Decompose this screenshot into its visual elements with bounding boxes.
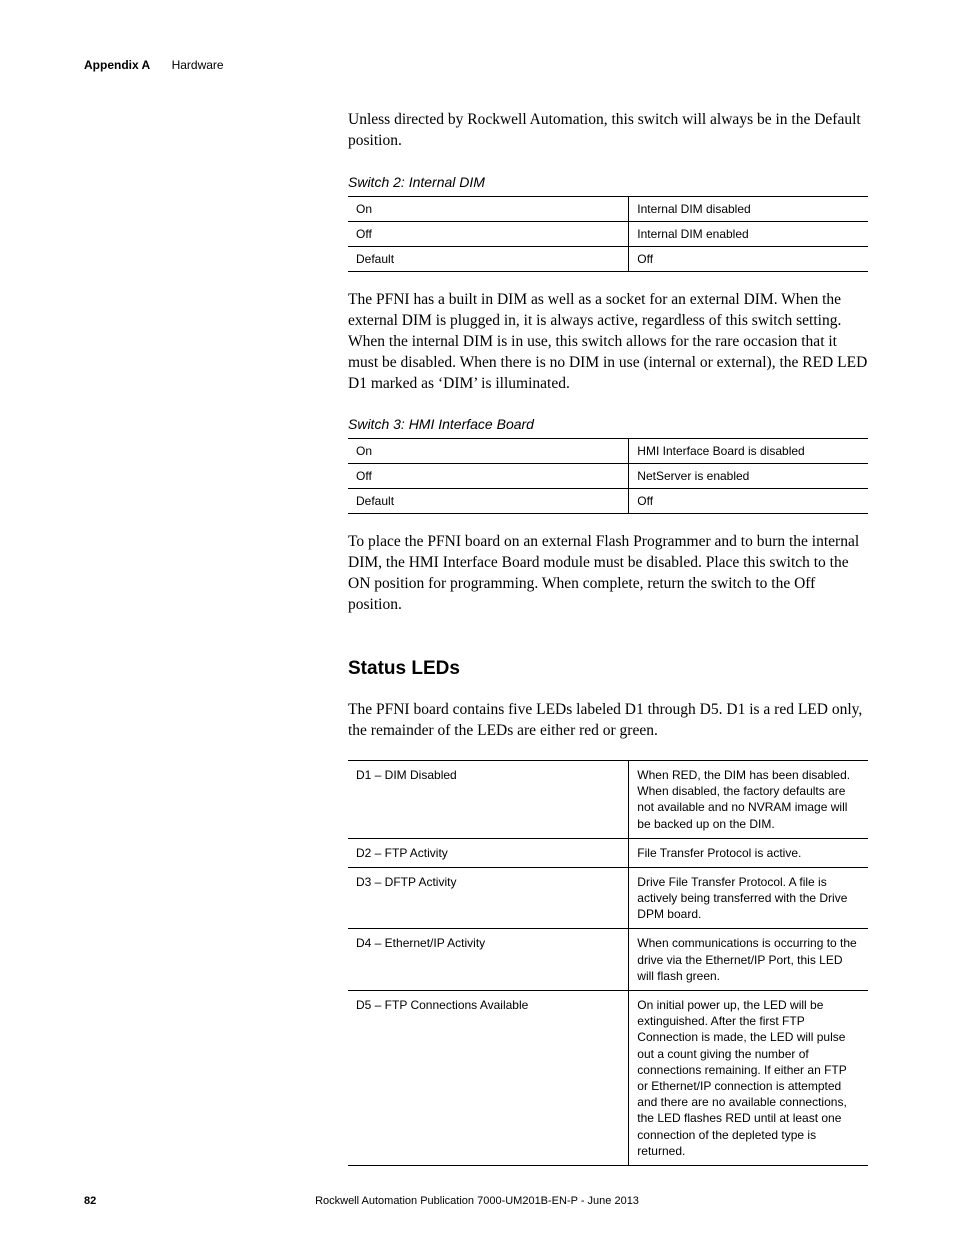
publication-info: Rockwell Automation Publication 7000-UM2…: [0, 1195, 954, 1207]
table-row: Off NetServer is enabled: [348, 464, 868, 489]
table-row: D1 – DIM Disabled When RED, the DIM has …: [348, 760, 868, 838]
cell: Drive File Transfer Protocol. A file is …: [629, 867, 868, 929]
table-row: On Internal DIM disabled: [348, 196, 868, 221]
switch3-title: Switch 3: HMI Interface Board: [348, 416, 868, 432]
cell: D2 – FTP Activity: [348, 838, 629, 867]
table-row: Default Off: [348, 489, 868, 514]
switch2-title: Switch 2: Internal DIM: [348, 174, 868, 190]
cell: Off: [348, 464, 629, 489]
table-row: D4 – Ethernet/IP Activity When communica…: [348, 929, 868, 991]
cell: NetServer is enabled: [629, 464, 868, 489]
appendix-label: Appendix A: [84, 58, 150, 72]
cell: D5 – FTP Connections Available: [348, 991, 629, 1166]
status-leds-heading: Status LEDs: [348, 658, 868, 680]
cell: D4 – Ethernet/IP Activity: [348, 929, 629, 991]
cell: Default: [348, 246, 629, 271]
cell: On: [348, 439, 629, 464]
cell: Internal DIM disabled: [629, 196, 868, 221]
cell: When communications is occurring to the …: [629, 929, 868, 991]
cell: On initial power up, the LED will be ext…: [629, 991, 868, 1166]
status-leds-table: D1 – DIM Disabled When RED, the DIM has …: [348, 760, 868, 1166]
cell: When RED, the DIM has been disabled. Whe…: [629, 760, 868, 838]
table-row: On HMI Interface Board is disabled: [348, 439, 868, 464]
chapter-label: Hardware: [172, 58, 224, 72]
switch2-table: On Internal DIM disabled Off Internal DI…: [348, 196, 868, 272]
cell: Off: [348, 221, 629, 246]
table-row: D5 – FTP Connections Available On initia…: [348, 991, 868, 1166]
table-row: Off Internal DIM enabled: [348, 221, 868, 246]
cell: Off: [629, 489, 868, 514]
intro-paragraph: Unless directed by Rockwell Automation, …: [348, 110, 868, 152]
cell: On: [348, 196, 629, 221]
table-row: Default Off: [348, 246, 868, 271]
switch3-table: On HMI Interface Board is disabled Off N…: [348, 438, 868, 514]
cell: Off: [629, 246, 868, 271]
switch2-paragraph: The PFNI has a built in DIM as well as a…: [348, 290, 868, 395]
cell: D3 – DFTP Activity: [348, 867, 629, 929]
page-content: Unless directed by Rockwell Automation, …: [348, 110, 868, 1166]
table-row: D3 – DFTP Activity Drive File Transfer P…: [348, 867, 868, 929]
cell: Default: [348, 489, 629, 514]
table-row: D2 – FTP Activity File Transfer Protocol…: [348, 838, 868, 867]
switch3-paragraph: To place the PFNI board on an external F…: [348, 532, 868, 616]
page-header: Appendix A Hardware: [84, 58, 224, 72]
cell: HMI Interface Board is disabled: [629, 439, 868, 464]
cell: File Transfer Protocol is active.: [629, 838, 868, 867]
status-leds-intro: The PFNI board contains five LEDs labele…: [348, 700, 868, 742]
cell: Internal DIM enabled: [629, 221, 868, 246]
cell: D1 – DIM Disabled: [348, 760, 629, 838]
